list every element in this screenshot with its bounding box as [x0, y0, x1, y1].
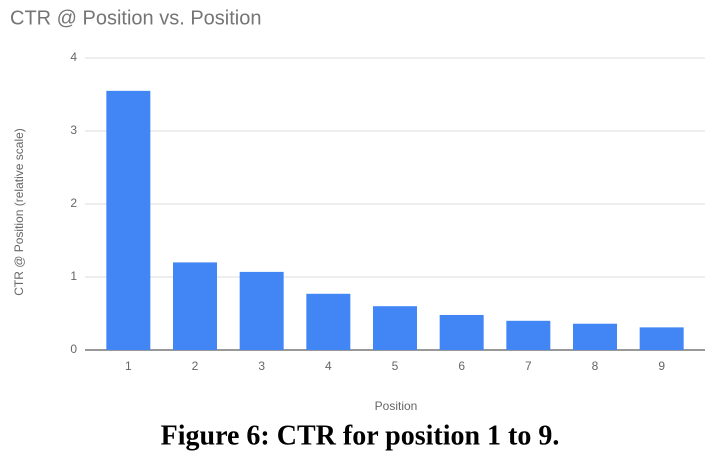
- y-tick-label: 2: [70, 196, 77, 210]
- x-tick-label: 8: [592, 359, 599, 373]
- x-tick-label: 4: [325, 359, 332, 373]
- figure-caption: Figure 6: CTR for position 1 to 9.: [161, 420, 560, 451]
- bar: [373, 306, 417, 350]
- bar: [573, 323, 617, 350]
- chart-title: CTR @ Position vs. Position: [10, 7, 262, 29]
- bar: [306, 293, 351, 350]
- y-tick-label: 4: [70, 50, 77, 64]
- bar: [173, 262, 217, 350]
- y-tick-label: 0: [70, 342, 77, 356]
- x-axis-label: Position: [375, 399, 418, 413]
- y-axis-label: CTR @ Position (relative scale): [12, 128, 26, 296]
- y-tick-label: 3: [70, 123, 77, 137]
- bar: [506, 320, 551, 350]
- x-tick-label: 2: [192, 359, 199, 373]
- x-tick-label: 7: [525, 359, 532, 373]
- bar: [106, 90, 151, 350]
- bar: [239, 271, 284, 350]
- x-tick-label: 3: [258, 359, 265, 373]
- x-tick-label: 6: [458, 359, 465, 373]
- y-tick-label: 1: [70, 269, 77, 283]
- x-tick-label: 5: [392, 359, 399, 373]
- x-tick-label: 1: [125, 359, 132, 373]
- bar: [439, 314, 484, 350]
- x-tick-label: 9: [658, 359, 665, 373]
- bar: [639, 327, 684, 350]
